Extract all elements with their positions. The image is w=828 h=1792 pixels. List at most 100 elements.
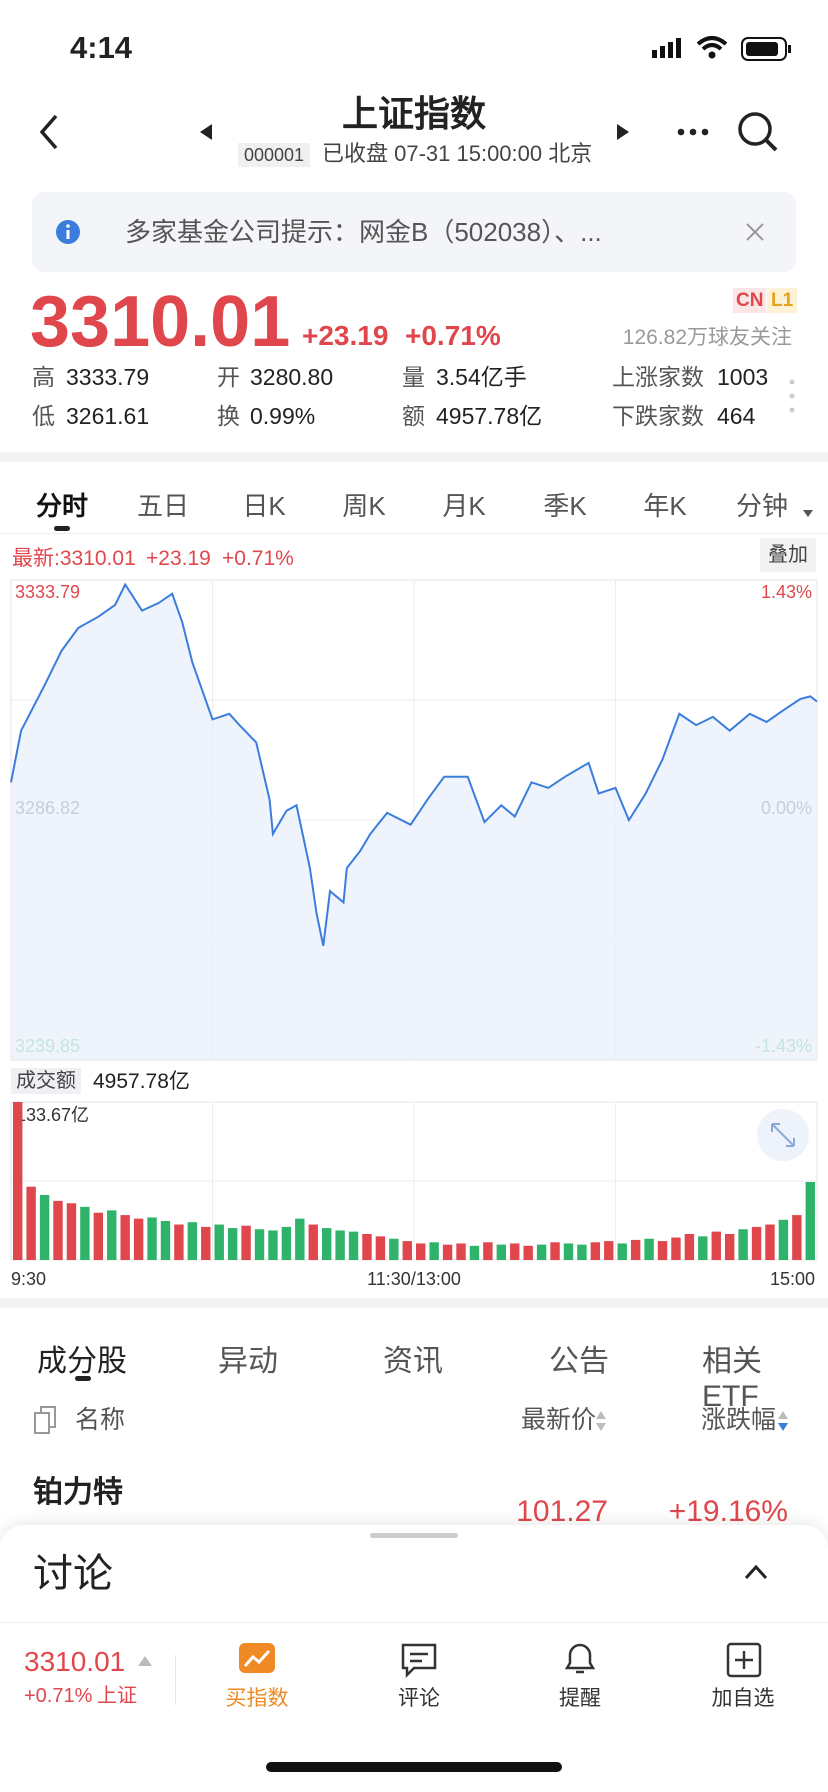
sheet-handle[interactable]: [370, 1533, 458, 1538]
back-button[interactable]: [34, 112, 64, 152]
dropdown[interactable]: [799, 496, 813, 527]
volume-bar: [416, 1243, 426, 1260]
volume-bar: [456, 1243, 466, 1260]
next-index-button[interactable]: [615, 122, 631, 142]
volume-bar: [671, 1237, 681, 1260]
volume-bar: [429, 1242, 439, 1260]
stat-label: 下跌家数: [612, 403, 704, 429]
status-time: 4:14: [70, 30, 133, 65]
volume-bar: [295, 1218, 305, 1260]
list-tab[interactable]: 资讯: [383, 1345, 443, 1378]
alert-icon[interactable]: [561, 1640, 599, 1678]
volume-bar: [442, 1244, 453, 1260]
volume-bar: [53, 1200, 63, 1260]
volume-bar: [362, 1233, 372, 1260]
stat-label: 换: [217, 403, 240, 429]
volume-bar: [563, 1243, 574, 1260]
chart-tab[interactable]: 分钟: [735, 491, 789, 521]
last-price: 3310.01: [30, 282, 291, 362]
action-label[interactable]: 提醒: [559, 1687, 601, 1710]
volume-bar: [778, 1219, 789, 1260]
volume-bar: [187, 1222, 198, 1260]
action-label[interactable]: 买指数: [225, 1687, 289, 1710]
chart-tab[interactable]: 周K: [342, 491, 386, 521]
stat-value: 464: [717, 403, 756, 429]
dropdown-arrow: [803, 509, 813, 517]
stat-label: 上涨家数: [612, 364, 704, 390]
bottom-change-pct: +0.71%: [24, 1685, 93, 1707]
list-tab[interactable]: 相关ETF: [702, 1345, 762, 1413]
tab-indicator: [75, 1376, 91, 1381]
action-label[interactable]: 评论: [398, 1687, 440, 1710]
volume-bar: [536, 1244, 547, 1260]
expand-sheet[interactable]: [743, 1562, 769, 1582]
volume-bar: [724, 1233, 735, 1260]
stat-value: 3333.79: [66, 364, 150, 390]
buy-icon[interactable]: [238, 1642, 276, 1676]
page-title: 上证指数: [341, 93, 487, 134]
chart-tab[interactable]: 日K: [242, 491, 286, 521]
discussion-title[interactable]: 讨论: [33, 1552, 113, 1596]
list-tab[interactable]: 公告: [549, 1345, 609, 1378]
latest-label: 最新:3310.01: [12, 547, 136, 570]
separator: [0, 1298, 828, 1308]
notice-bar[interactable]: [32, 192, 796, 272]
home-indicator: [266, 1762, 562, 1772]
chart-tab[interactable]: 月K: [442, 491, 486, 521]
volume-bar: [604, 1241, 614, 1260]
volume-bar: [469, 1245, 480, 1260]
bottom-price: 3310.01: [24, 1646, 126, 1677]
tab-indicator: [54, 526, 70, 531]
volume-bar: [174, 1224, 184, 1260]
volume-bar: [281, 1226, 292, 1260]
list-icon[interactable]: [33, 1405, 57, 1435]
price-area: [11, 584, 817, 1060]
volume-bar: [26, 1186, 36, 1260]
volume-bar: [684, 1233, 695, 1260]
prev-index-button[interactable]: [198, 122, 214, 142]
volume-bar: [765, 1224, 775, 1260]
x-tick-label: 11:30/13:00: [367, 1269, 461, 1289]
stat-label: 量: [402, 364, 425, 390]
volume-bar: [335, 1230, 345, 1260]
stats-more[interactable]: [786, 378, 798, 414]
volume-bar: [375, 1236, 386, 1260]
sort-icon: [778, 1411, 788, 1431]
watchlist-icon[interactable]: [726, 1642, 762, 1678]
notice-close[interactable]: [745, 222, 765, 242]
volume-bar: [241, 1225, 251, 1260]
list-tab[interactable]: 异动: [218, 1345, 278, 1378]
divider: [175, 1655, 176, 1705]
list-tab[interactable]: 成分股: [37, 1345, 127, 1378]
volume-bar: [630, 1239, 641, 1260]
volume-bar: [348, 1231, 359, 1260]
volume-bar: [147, 1217, 157, 1260]
sort-icon: [596, 1411, 606, 1431]
chart-tab[interactable]: 分时: [35, 491, 89, 521]
overlay-button[interactable]: 叠加: [760, 538, 816, 572]
search-button[interactable]: [736, 110, 780, 154]
x-tick-label: 9:30: [11, 1269, 46, 1289]
notice-text: 多家基金公司提示：网金B（502038）、...: [125, 217, 602, 247]
column-price[interactable]: 最新价: [520, 1406, 596, 1434]
volume-bar: [66, 1203, 77, 1260]
chart-tab[interactable]: 五日: [136, 491, 190, 521]
comment-icon[interactable]: [400, 1642, 438, 1678]
more-button[interactable]: [676, 122, 712, 142]
stock-name[interactable]: 铂力特: [33, 1476, 123, 1509]
chart-tab[interactable]: 年K: [643, 491, 687, 521]
y-tick-label: 3333.79: [15, 582, 80, 602]
price-change-pct: +0.71%: [405, 320, 501, 351]
badge: CN: [733, 288, 767, 313]
action-label[interactable]: 加自选: [711, 1687, 775, 1710]
stat-value: 3261.61: [66, 403, 150, 429]
chart-tab[interactable]: 季K: [543, 491, 587, 521]
volume-bar: [321, 1228, 332, 1260]
column-change[interactable]: 涨跌幅: [700, 1406, 776, 1434]
stat-label: 低: [32, 403, 55, 429]
volume-label: 成交额: [11, 1068, 81, 1094]
volume-bar: [268, 1230, 278, 1260]
volume-bar: [711, 1231, 721, 1260]
divider: [0, 533, 828, 534]
price-change: +23.19: [302, 320, 389, 351]
